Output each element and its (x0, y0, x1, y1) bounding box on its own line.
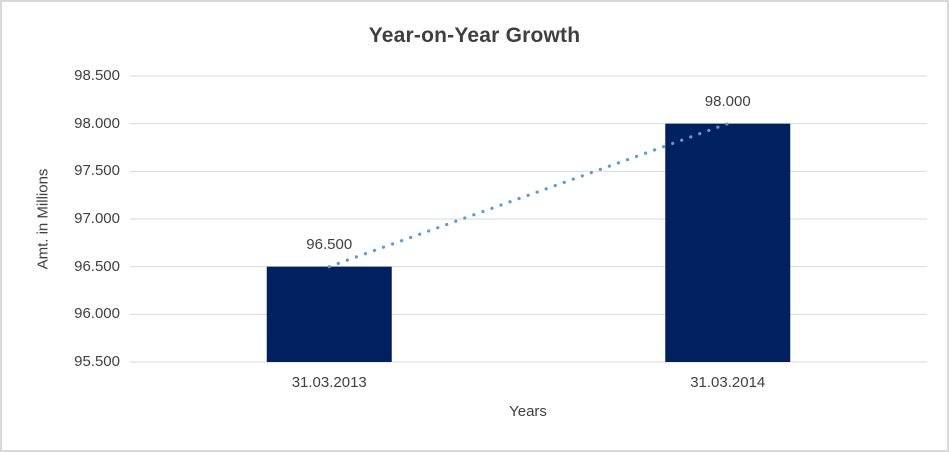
x-category-label: 31.03.2013 (291, 374, 367, 391)
bar (665, 123, 791, 363)
bar-data-label: 98.000 (704, 92, 751, 110)
trendline (327, 122, 730, 269)
y-tick-label: 97.500 (74, 162, 120, 180)
x-axis-title: Years (509, 403, 547, 420)
x-category-label: 31.03.2014 (690, 374, 766, 391)
y-tick-label: 95.500 (74, 353, 120, 370)
y-tick-label: 96.000 (74, 305, 120, 323)
y-tick-label: 97.000 (74, 210, 120, 227)
y-tick-label: 96.500 (74, 257, 120, 275)
y-tick-label: 98.000 (74, 114, 120, 132)
chart-title: Year-on-Year Growth (368, 24, 581, 47)
bar-data-label: 96.500 (306, 235, 353, 253)
y-tick-label: 98.500 (74, 67, 120, 84)
bar (266, 266, 392, 362)
